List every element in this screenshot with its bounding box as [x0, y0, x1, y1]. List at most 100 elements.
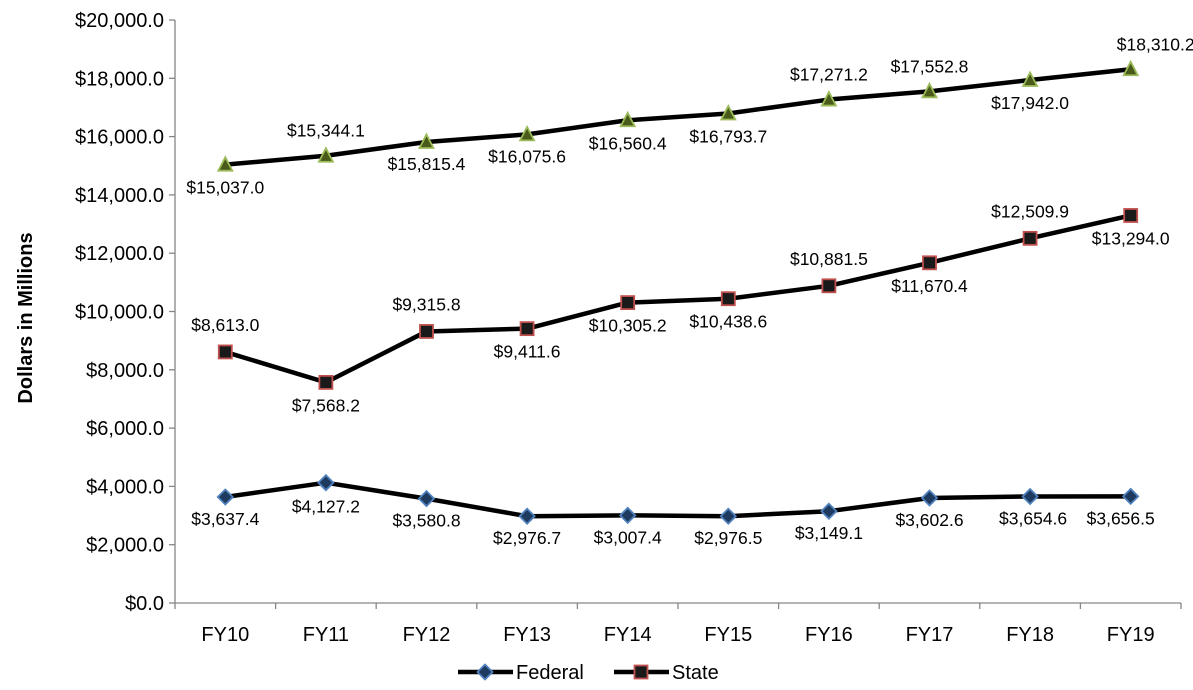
data-label: $3,656.5: [1087, 508, 1155, 528]
data-point: [418, 132, 435, 149]
data-point: [419, 324, 434, 339]
data-point: [318, 374, 334, 390]
data-point: [820, 502, 838, 520]
data-label: $2,976.7: [493, 528, 561, 548]
legend-marker: [476, 663, 494, 681]
data-label: $15,815.4: [388, 154, 466, 174]
series-series-3: [216, 59, 1140, 172]
y-tick-label: $4,000.0: [86, 476, 164, 498]
data-point: [1022, 230, 1038, 246]
series-federal: [216, 473, 1140, 526]
legend-label: State: [672, 662, 719, 684]
x-tick-label: FY18: [1006, 624, 1054, 646]
y-ticks: $0.0 $2,000.0 $4,000.0 $6,000.0 $8,000.0 $10,…: [75, 10, 175, 615]
data-point: [518, 507, 536, 526]
data-label: $3,007.4: [594, 527, 662, 547]
data-point: [720, 291, 736, 307]
data-point: [417, 489, 436, 508]
data-label: $9,411.6: [494, 342, 561, 362]
series-line: [225, 67, 1131, 167]
y-tick-label: $0.0: [125, 593, 164, 615]
data-point: [217, 344, 233, 360]
y-tick-label: $18,000.0: [75, 68, 164, 90]
x-tick-label: FY10: [201, 624, 249, 646]
data-label: $2,976.5: [694, 528, 762, 548]
data-point: [619, 110, 637, 128]
data-label: $3,654.6: [999, 508, 1067, 528]
data-label: $16,793.7: [689, 126, 767, 146]
data-label: $9,315.8: [392, 294, 460, 314]
data-label: $3,580.8: [392, 511, 460, 531]
data-label: $16,560.4: [589, 133, 667, 153]
y-tick-label: $16,000.0: [75, 127, 164, 149]
series-state: [217, 208, 1139, 390]
legend-marker: [633, 664, 649, 680]
data-point: [518, 124, 536, 142]
x-ticks: FY10 FY11 FY12 FY13 FY14 FY15 FY16 FY17 FY18 FY19: [174, 603, 1182, 646]
data-point: [1021, 70, 1039, 87]
data-label: $11,670.4: [891, 276, 968, 296]
x-tick-label: FY13: [503, 624, 551, 646]
data-label: $15,037.0: [186, 178, 264, 198]
data-point: [519, 321, 535, 337]
series-group: [216, 59, 1140, 526]
data-label: $13,294.0: [1092, 228, 1170, 248]
data-point: [821, 278, 837, 294]
data-label: $10,881.5: [790, 249, 868, 269]
data-point: [1122, 59, 1140, 77]
data-label: $8,613.0: [191, 315, 259, 335]
data-label: $4,127.2: [292, 497, 360, 517]
data-point: [618, 506, 637, 525]
legend-item-federal: Federal: [458, 662, 584, 684]
data-point: [820, 90, 838, 107]
x-tick-label: FY11: [303, 624, 349, 646]
y-axis-title: Dollars in Millions: [15, 232, 37, 403]
y-tick-label: $10,000.0: [75, 302, 164, 324]
data-label: $15,344.1: [287, 121, 365, 141]
data-label: $12,509.9: [991, 201, 1069, 221]
legend-label: Federal: [516, 662, 584, 684]
series-line: [224, 213, 1132, 385]
x-tick-label: FY12: [403, 624, 451, 646]
data-label: $3,637.4: [191, 509, 259, 529]
y-tick-label: $20,000.0: [75, 10, 164, 32]
data-label: $18,310.2: [1117, 34, 1193, 54]
y-tick-label: $12,000.0: [75, 243, 164, 265]
data-point: [921, 81, 938, 99]
data-label: $7,568.2: [292, 395, 360, 415]
data-label: $3,149.1: [795, 523, 863, 543]
data-label: $17,942.0: [991, 93, 1069, 113]
x-tick-label: FY14: [604, 624, 652, 646]
data-label: $10,305.2: [589, 316, 667, 336]
data-point: [1121, 487, 1140, 506]
data-point: [317, 473, 335, 492]
data-point: [317, 146, 335, 163]
data-point: [216, 488, 235, 506]
y-tick-label: $14,000.0: [75, 185, 164, 207]
legend-item-state: State: [614, 662, 719, 684]
data-point: [216, 155, 234, 172]
data-point: [620, 295, 636, 311]
x-tick-label: FY19: [1107, 624, 1155, 646]
y-tick-label: $6,000.0: [86, 418, 164, 440]
x-tick-label: FY15: [704, 624, 752, 646]
data-point: [719, 507, 738, 526]
data-label: $17,271.2: [790, 65, 868, 85]
data-point: [922, 255, 937, 271]
data-label: $16,075.6: [488, 146, 566, 166]
data-labels: $3,637.4 $4,127.2 $3,580.8 $2,976.7 $3,007.4…: [186, 34, 1193, 548]
data-label: $17,552.8: [891, 56, 969, 76]
data-point: [1021, 487, 1039, 506]
data-label: $3,602.6: [895, 510, 963, 530]
y-tick-label: $2,000.0: [86, 535, 164, 557]
data-point: [920, 489, 939, 507]
data-point: [1123, 208, 1139, 223]
data-point: [719, 104, 737, 121]
data-label: $10,438.6: [689, 312, 767, 332]
y-tick-label: $8,000.0: [86, 360, 164, 382]
legend: Federal State: [458, 662, 719, 684]
x-tick-label: FY16: [805, 624, 853, 646]
series-line: [224, 480, 1131, 519]
x-tick-label: FY17: [906, 624, 954, 646]
